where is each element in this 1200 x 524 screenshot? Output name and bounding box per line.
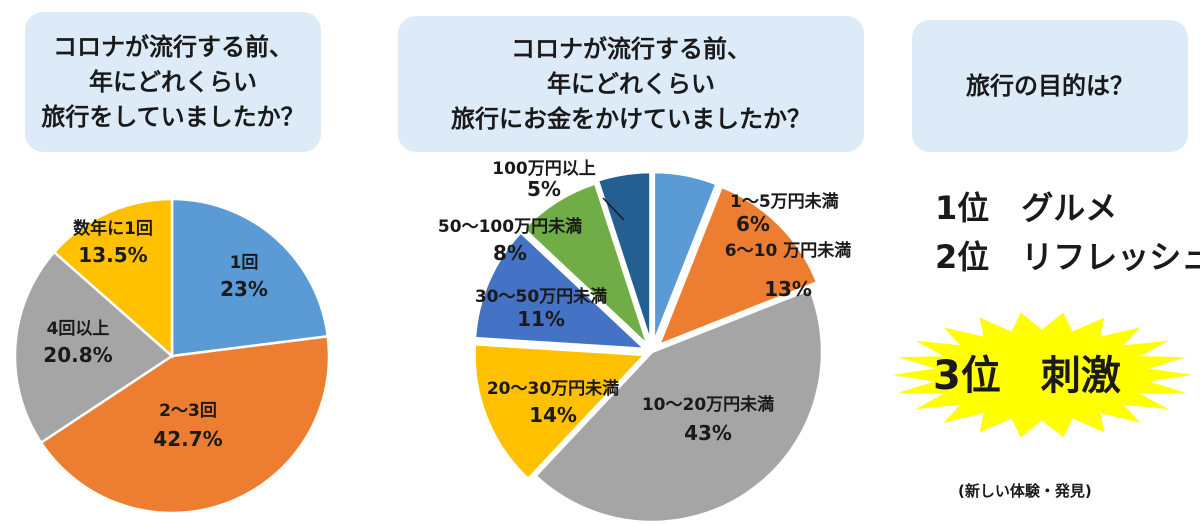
question-line: 年にどれくらい (547, 69, 715, 98)
slice-value-label: 14% (529, 403, 577, 427)
slice-label: 50～100万円未満 (438, 216, 582, 237)
slice-label: 数年に1回 (73, 218, 153, 239)
slice-value-label: 13% (764, 277, 812, 301)
slice-label: 2～3回 (159, 401, 217, 421)
rank-third-note: (新しい体験・発見) (958, 482, 1092, 500)
question-box-frequency: コロナが流行する前、 年にどれくらい 旅行をしていましたか？ (25, 12, 321, 152)
slice-label: 4回以上 (47, 319, 110, 339)
pie-slice (652, 170, 719, 343)
starburst-shape (892, 312, 1192, 438)
slice-value-label: 43% (684, 421, 732, 445)
question-box-purpose: 旅行の目的は？ (912, 20, 1188, 152)
slice-label: 30～50万円未満 (475, 286, 607, 307)
pie-slice (170, 197, 330, 358)
slice-value-label: 23% (220, 277, 268, 301)
pie-slice (473, 230, 649, 351)
pie-slice (39, 334, 331, 515)
question-line: コロナが流行する前、 (53, 32, 293, 61)
question-box-spending: コロナが流行する前、 年にどれくらい 旅行にお金をかけていましたか？ (398, 16, 864, 152)
rank-second: 2位 リフレッシュ (935, 238, 1200, 276)
pie-slice (596, 170, 652, 343)
slice-label: 100万円以上 (492, 159, 596, 179)
question-line: 年にどれくらい (89, 67, 257, 96)
slice-value-label: 5% (527, 177, 561, 201)
slice-value-label: 13.5% (78, 243, 147, 267)
question-line: 旅行をしていましたか？ (41, 102, 305, 131)
pie-slice (656, 185, 819, 348)
slice-label: 1回 (230, 253, 259, 273)
question-line: コロナが流行する前、 (511, 34, 751, 63)
pie-slice (52, 197, 174, 359)
slice-value-label: 11% (517, 307, 565, 331)
pie-slice (473, 342, 648, 481)
question-line: 旅行の目的は？ (966, 71, 1134, 100)
pie-slice (533, 287, 824, 524)
question-line: 旅行にお金をかけていましたか？ (451, 104, 811, 133)
slice-value-label: 42.7% (153, 427, 222, 451)
slice-label: 20～30万円未満 (487, 378, 619, 399)
rank-third: 3位 刺激 (933, 353, 1121, 399)
slice-label: 1～5万円未満 (730, 191, 839, 212)
slice-label: 6～10 万円未満 (725, 240, 851, 261)
rank-first: 1位 グルメ (935, 189, 1118, 227)
pie-slice (13, 250, 175, 445)
leader-line (602, 197, 625, 221)
slice-value-label: 8% (493, 241, 527, 265)
slice-value-label: 20.8% (43, 343, 112, 367)
slice-value-label: 6% (736, 212, 770, 236)
pie-slice (522, 181, 649, 347)
slice-label: 10～20万円未満 (642, 394, 774, 415)
